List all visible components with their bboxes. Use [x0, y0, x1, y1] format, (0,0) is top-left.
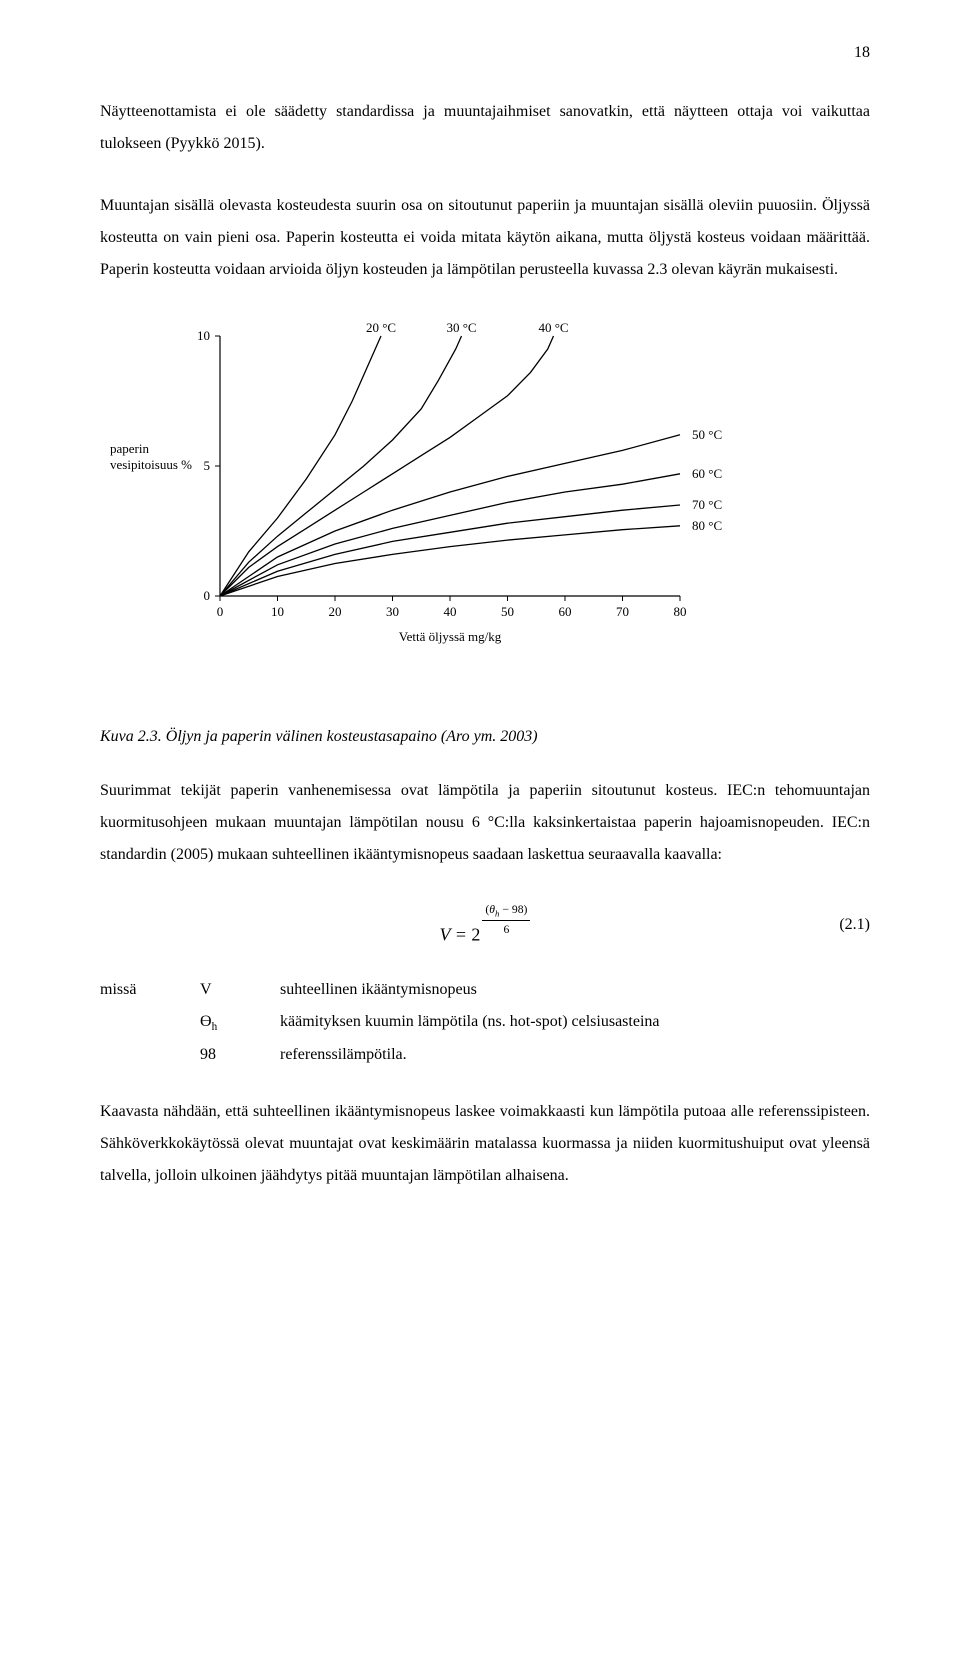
svg-text:80: 80: [674, 604, 687, 619]
chart-svg: 0 10 20 30 40 50 60 70 80 0 5 10 paperinvesipitoisuu…: [100, 316, 760, 666]
definition-symbol: 98: [200, 1039, 280, 1071]
svg-text:40 °C: 40 °C: [538, 320, 568, 335]
definitions: missäVsuhteellinen ikääntymisnopeusϴhkää…: [100, 974, 870, 1071]
svg-text:30: 30: [386, 604, 399, 619]
equation-row: V = 2(θh − 98)6 (2.1): [100, 901, 870, 949]
paragraph-4: Kaavasta nähdään, että suhteellinen ikää…: [100, 1096, 870, 1192]
definition-where-label: [100, 1039, 200, 1071]
definition-where-label: missä: [100, 974, 200, 1006]
svg-text:50 °C: 50 °C: [692, 426, 722, 441]
definition-text: suhteellinen ikääntymisnopeus: [280, 974, 870, 1006]
svg-text:0: 0: [217, 604, 224, 619]
svg-text:80 °C: 80 °C: [692, 517, 722, 532]
paragraph-3: Suurimmat tekijät paperin vanhenemisessa…: [100, 775, 870, 871]
svg-text:10: 10: [271, 604, 284, 619]
svg-text:0: 0: [204, 588, 211, 603]
svg-text:Vettä öljyssä mg/kg: Vettä öljyssä mg/kg: [399, 629, 502, 644]
svg-text:5: 5: [204, 458, 211, 473]
svg-text:50: 50: [501, 604, 514, 619]
svg-text:30 °C: 30 °C: [446, 320, 476, 335]
svg-text:60: 60: [559, 604, 572, 619]
svg-text:vesipitoisuus %: vesipitoisuus %: [110, 457, 192, 472]
definition-where-label: [100, 1006, 200, 1039]
svg-text:60 °C: 60 °C: [692, 465, 722, 480]
paragraph-1: Näytteenottamista ei ole säädetty standa…: [100, 96, 870, 160]
definition-text: referenssilämpötila.: [280, 1039, 870, 1071]
svg-text:paperin: paperin: [110, 441, 149, 456]
svg-text:20: 20: [329, 604, 342, 619]
definition-row: ϴhkäämityksen kuumin lämpötila (ns. hot-…: [100, 1006, 870, 1039]
figure-caption: Kuva 2.3. Öljyn ja paperin välinen koste…: [100, 724, 870, 750]
definition-row: 98referenssilämpötila.: [100, 1039, 870, 1071]
definition-text: käämityksen kuumin lämpötila (ns. hot-sp…: [280, 1006, 870, 1039]
svg-text:70 °C: 70 °C: [692, 497, 722, 512]
svg-text:40: 40: [444, 604, 457, 619]
page-number: 18: [100, 40, 870, 66]
paragraph-2: Muuntajan sisällä olevasta kosteudesta s…: [100, 190, 870, 286]
svg-text:20 °C: 20 °C: [366, 320, 396, 335]
svg-text:10: 10: [197, 328, 210, 343]
chart-figure: 0 10 20 30 40 50 60 70 80 0 5 10 paperinvesipitoisuu…: [100, 316, 870, 675]
definition-symbol: V: [200, 974, 280, 1006]
equation-number: (2.1): [839, 912, 870, 938]
svg-text:70: 70: [616, 604, 629, 619]
definition-symbol: ϴh: [200, 1006, 280, 1039]
definition-row: missäVsuhteellinen ikääntymisnopeus: [100, 974, 870, 1006]
equation: V = 2(θh − 98)6: [440, 901, 531, 949]
